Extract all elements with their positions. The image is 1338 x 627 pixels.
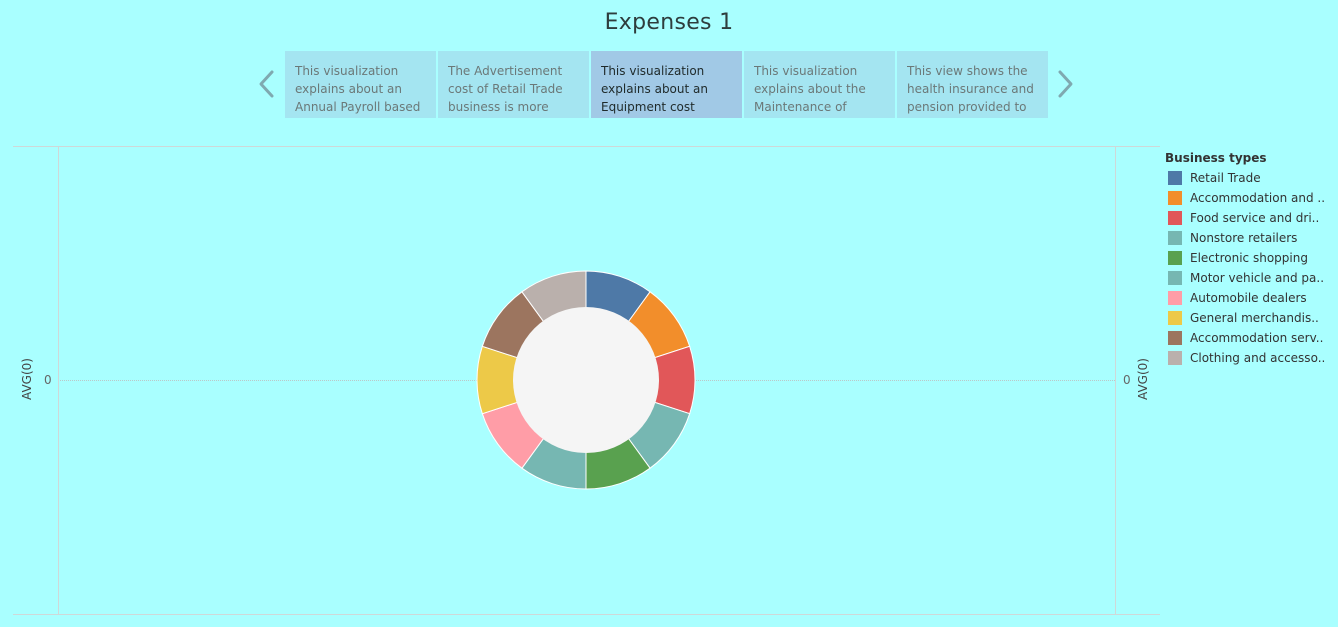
story-point-text: This view shows the health insurance and…: [907, 64, 1034, 114]
donut-slice[interactable]: [584, 379, 691, 469]
legend-label: General merchandis..: [1190, 311, 1319, 325]
story-point-text: This visualization explains about an Ann…: [295, 64, 421, 114]
story-point-text: This visualization explains about an Equ…: [601, 64, 708, 114]
legend-item[interactable]: Automobile dealers: [1165, 288, 1335, 308]
left-axis-label: AVG(0): [19, 358, 34, 400]
legend-swatch: [1168, 331, 1182, 345]
story-point-text: The Advertisement cost of Retail Trade b…: [448, 64, 563, 114]
left-axis-tick: 0: [44, 373, 52, 387]
legend-item[interactable]: Accommodation serv..: [1165, 328, 1335, 348]
legend-swatch: [1168, 211, 1182, 225]
legend-item[interactable]: Clothing and accesso..: [1165, 348, 1335, 368]
legend-label: Food service and dri..: [1190, 211, 1320, 225]
legend-swatch: [1168, 191, 1182, 205]
right-axis-tick: 0: [1123, 373, 1131, 387]
legend-label: Motor vehicle and pa..: [1190, 271, 1325, 285]
story-point-5[interactable]: This view shows the health insurance and…: [897, 51, 1048, 118]
legend-label: Electronic shopping: [1190, 251, 1308, 265]
chevron-left-icon: [259, 70, 274, 98]
legend-swatch: [1168, 251, 1182, 265]
legend-item[interactable]: General merchandis..: [1165, 308, 1335, 328]
legend: Business types Retail Trade Accommodation…: [1165, 151, 1335, 368]
donut-slice[interactable]: [584, 291, 691, 381]
chart-top-border: [13, 146, 1160, 147]
story-point-2[interactable]: The Advertisement cost of Retail Trade b…: [438, 51, 589, 118]
legend-item[interactable]: Retail Trade: [1165, 168, 1335, 188]
story-point-3[interactable]: This visualization explains about an Equ…: [591, 51, 742, 118]
legend-swatch: [1168, 311, 1182, 325]
legend-label: Automobile dealers: [1190, 291, 1307, 305]
legend-swatch: [1168, 231, 1182, 245]
left-axis-line: [58, 146, 59, 615]
legend-swatch: [1168, 271, 1182, 285]
donut-slice[interactable]: [481, 291, 588, 381]
legend-item[interactable]: Electronic shopping: [1165, 248, 1335, 268]
page-title: Expenses 1: [604, 10, 734, 35]
zero-reference-line: [60, 380, 1115, 381]
donut-slice[interactable]: [585, 378, 651, 490]
donut-slice[interactable]: [521, 270, 587, 382]
legend-label: Accommodation serv..: [1190, 331, 1324, 345]
legend-item[interactable]: Food service and dri..: [1165, 208, 1335, 228]
story-prev-button[interactable]: [257, 68, 277, 100]
story-point-1[interactable]: This visualization explains about an Ann…: [285, 51, 436, 118]
chevron-right-icon: [1058, 70, 1073, 98]
legend-swatch: [1168, 291, 1182, 305]
story-next-button[interactable]: [1055, 68, 1075, 100]
story-point-text: This visualization explains about the Ma…: [754, 64, 866, 114]
legend-item[interactable]: Accommodation and ..: [1165, 188, 1335, 208]
donut-slice[interactable]: [521, 378, 587, 490]
legend-swatch: [1168, 351, 1182, 365]
legend-item[interactable]: Motor vehicle and pa..: [1165, 268, 1335, 288]
donut-slice[interactable]: [481, 379, 588, 469]
story-points-bar: This visualization explains about an Ann…: [285, 51, 1048, 118]
legend-item[interactable]: Nonstore retailers: [1165, 228, 1335, 248]
right-axis-label: AVG(0): [1135, 358, 1150, 400]
right-axis-line: [1115, 146, 1116, 615]
legend-swatch: [1168, 171, 1182, 185]
legend-label: Accommodation and ..: [1190, 191, 1326, 205]
legend-label: Clothing and accesso..: [1190, 351, 1326, 365]
story-point-4[interactable]: This visualization explains about the Ma…: [744, 51, 895, 118]
donut-slice[interactable]: [585, 270, 651, 382]
legend-title: Business types: [1165, 151, 1267, 165]
chart-bottom-border: [13, 614, 1160, 615]
legend-label: Nonstore retailers: [1190, 231, 1298, 245]
legend-label: Retail Trade: [1190, 171, 1261, 185]
